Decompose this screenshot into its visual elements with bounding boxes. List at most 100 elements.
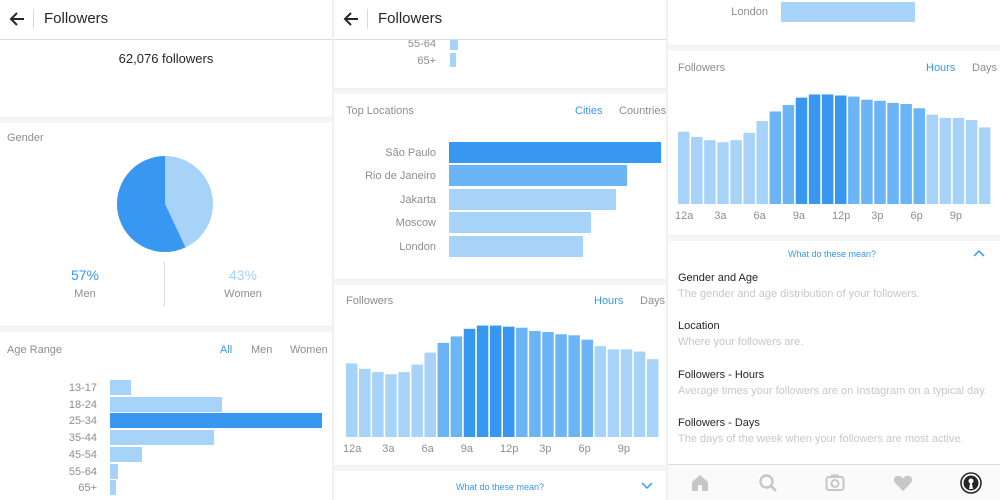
age-range-label: 35-44	[68, 432, 97, 445]
hour-bar-9a	[795, 97, 808, 204]
hour-bar-4a	[730, 140, 742, 204]
age-range-bar	[110, 463, 119, 479]
section-divider	[668, 235, 1000, 241]
back-arrow-icon[interactable]	[340, 8, 362, 30]
glossary-title: Followers - Hours	[678, 369, 765, 381]
tab-women[interactable]: Women	[290, 344, 328, 356]
hour-bar-2a	[372, 372, 384, 437]
location-bar	[449, 165, 628, 187]
hour-bar-7a	[769, 111, 782, 204]
age-range-label: 25-34	[68, 415, 97, 428]
age-range-bar	[450, 52, 457, 67]
hour-bar-8a	[450, 336, 463, 437]
followers-chart-title: Followers	[346, 295, 394, 307]
location-label: London	[399, 240, 436, 253]
followers-chart-title: Followers	[678, 62, 726, 74]
chevron-down-icon[interactable]	[640, 481, 654, 491]
hour-bar-2p	[529, 330, 541, 437]
location-bar	[449, 212, 592, 234]
hour-bar-5p	[568, 335, 580, 437]
hour-bar-12a	[346, 363, 358, 437]
tab-days[interactable]: Days	[972, 62, 998, 74]
followers-panel-1: Followers 62,076 followers Gender 57% Me…	[0, 0, 332, 500]
hour-bar-3a	[717, 142, 729, 204]
back-arrow-icon[interactable]	[6, 8, 28, 30]
pie-slice-men	[117, 156, 186, 252]
hour-bar-11p	[646, 359, 659, 437]
heart-icon[interactable]	[893, 473, 913, 493]
hour-bar-10p	[965, 119, 978, 204]
hour-bar-10a	[808, 94, 821, 204]
what-do-these-mean-link[interactable]: What do these mean?	[788, 249, 877, 259]
location-label: Rio de Janeiro	[365, 170, 436, 183]
hour-bar-5a	[411, 364, 423, 437]
tab-hours[interactable]: Hours	[926, 62, 956, 74]
hour-bar-3p	[874, 100, 886, 204]
hour-bar-5a	[743, 132, 755, 204]
age-range-bar	[110, 413, 322, 429]
glossary-title: Location	[678, 320, 720, 332]
hour-bar-9p	[952, 117, 965, 204]
top-locations-title: Top Locations	[346, 105, 414, 117]
header-divider	[367, 9, 368, 29]
women-percentage: 43%	[228, 267, 258, 283]
age-range-bar	[110, 430, 214, 446]
home-icon[interactable]	[690, 473, 710, 493]
age-range-label: 55-64	[407, 38, 436, 50]
followers-hours-bars	[678, 94, 991, 204]
age-range-title: Age Range	[7, 344, 63, 356]
hour-bar-7p	[594, 346, 607, 437]
hour-bar-1a	[359, 368, 371, 437]
hour-bar-4p	[887, 102, 899, 204]
panel-gap	[666, 0, 668, 500]
hour-bar-6p	[581, 339, 593, 437]
gender-pie-chart	[117, 156, 213, 252]
followers-count: 62,076 followers	[118, 51, 214, 66]
followers-panel-3: London Followers Hours Days 12a 3a 6a 9a 12p…	[668, 0, 1000, 500]
x-tick-label: 6p	[910, 210, 923, 222]
tab-all[interactable]: All	[220, 344, 233, 356]
hour-bar-10a	[476, 325, 489, 437]
glossary-description: The days of the week when your followers…	[678, 433, 964, 445]
age-range-bar	[110, 396, 223, 412]
chevron-up-icon[interactable]	[972, 248, 986, 258]
x-tick-label: 3a	[382, 443, 395, 455]
tab-hours[interactable]: Hours	[594, 295, 624, 307]
location-label: São Paulo	[385, 147, 436, 159]
hour-bar-8a	[782, 105, 795, 204]
camera-icon[interactable]	[825, 473, 845, 493]
tab-days[interactable]: Days	[640, 295, 666, 307]
section-divider	[334, 279, 666, 285]
tab-men[interactable]: Men	[251, 344, 273, 356]
x-tick-label: 12p	[832, 210, 851, 222]
hour-bar-9p	[620, 349, 633, 437]
hour-bar-1p	[848, 96, 860, 204]
tab-cities[interactable]: Cities	[575, 105, 603, 117]
x-tick-label: 9p	[949, 210, 962, 222]
profile-icon[interactable]	[960, 472, 982, 494]
hour-bar-12p	[835, 95, 847, 204]
header: Followers	[334, 0, 666, 40]
what-do-these-mean-link[interactable]: What do these mean?	[456, 482, 545, 492]
hour-bar-11a	[821, 94, 834, 204]
hour-bar-1a	[691, 136, 703, 204]
search-icon[interactable]	[758, 473, 778, 493]
glossary-description: Where your followers are.	[678, 336, 804, 348]
x-tick-label: 12a	[675, 210, 694, 222]
men-label: Men	[74, 288, 96, 300]
hour-bar-2p	[861, 99, 873, 204]
hour-bar-5p	[900, 104, 912, 204]
hour-bar-7a	[437, 342, 450, 437]
age-range-label: 13-17	[68, 382, 97, 394]
age-range-bar	[110, 480, 117, 496]
x-tick-label: 6a	[753, 210, 766, 222]
page-title: Followers	[44, 10, 109, 27]
age-range-label: 45-54	[68, 448, 97, 461]
hour-bar-3a	[385, 374, 397, 437]
location-bar	[449, 142, 661, 163]
hour-bar-4p	[555, 334, 567, 437]
tab-countries[interactable]: Countries	[619, 105, 666, 117]
hour-bar-10p	[633, 351, 646, 437]
hour-bar-11p	[978, 127, 991, 204]
x-tick-label: 3p	[871, 210, 884, 222]
